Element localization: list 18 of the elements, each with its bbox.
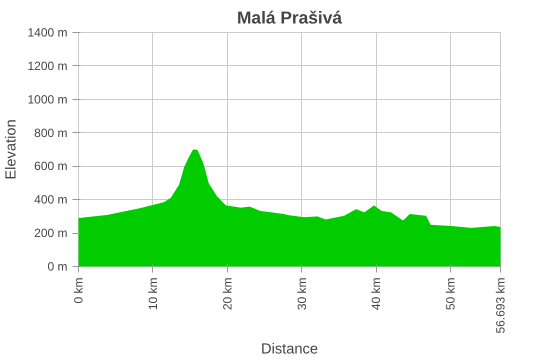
x-tick-label: 56.693 km <box>494 277 508 334</box>
y-tick-label: 1400 m <box>27 26 68 40</box>
y-tick-label: 1200 m <box>27 58 68 73</box>
x-tick-label: 30 km <box>294 277 309 310</box>
y-axis-title: Elevation <box>3 119 20 180</box>
y-tick-label: 800 m <box>34 126 68 140</box>
y-tick-label: 600 m <box>34 159 68 174</box>
y-tick-label: 200 m <box>34 226 68 240</box>
x-tick-label: 10 km <box>146 277 160 310</box>
x-tick-label: 40 km <box>369 277 384 310</box>
x-tick-label: 20 km <box>220 277 234 310</box>
chart-title: Malá Prašivá <box>237 8 342 28</box>
x-axis-title: Distance <box>260 342 318 358</box>
x-tick-label: 0 km <box>72 277 86 304</box>
y-tick-label: 0 m <box>47 260 68 274</box>
x-tick-label: 50 km <box>444 277 458 310</box>
y-tick-label: 400 m <box>34 192 68 207</box>
y-tick-label: 1000 m <box>27 92 68 106</box>
